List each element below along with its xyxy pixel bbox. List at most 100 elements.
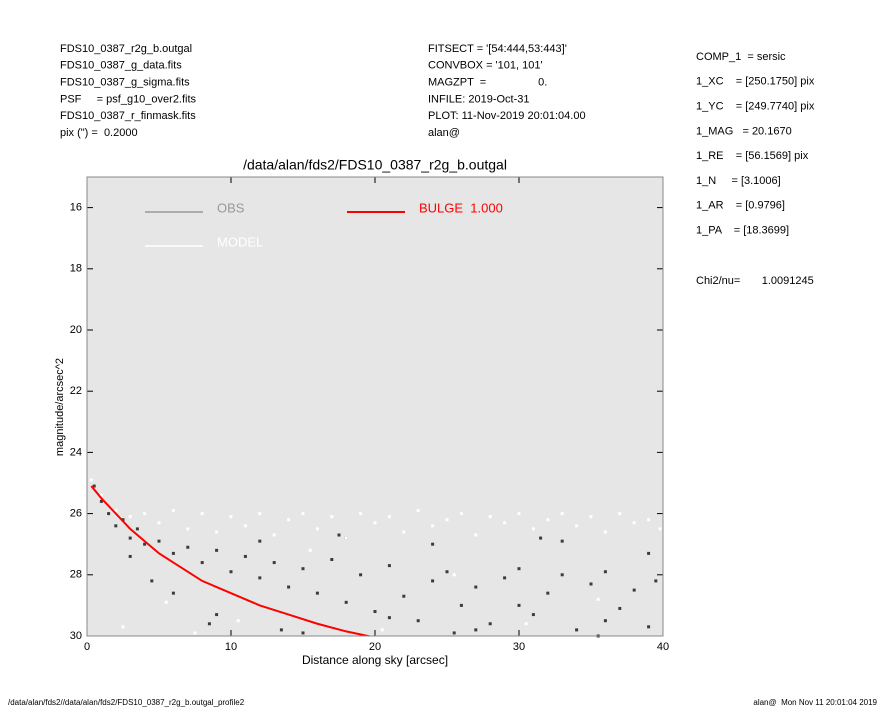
plot-frame [86,176,664,637]
footer-right: alan@ Mon Nov 11 20:01:04 2019 [753,698,877,707]
data-point [287,518,291,522]
data-point [215,530,219,534]
data-point [488,515,492,519]
data-point [387,564,391,568]
data-point [603,530,607,534]
data-point [330,558,334,561]
data-point [89,478,93,482]
data-point [258,539,262,543]
data-point [186,527,190,531]
data-point [596,597,600,601]
data-point [171,509,175,513]
data-point [171,551,175,555]
data-point [114,524,118,528]
y-tick-label: 24 [70,446,82,458]
data-point [99,499,103,503]
chi2: Chi2/nu= 1.0091245 [696,275,814,287]
y-tick-label: 28 [70,569,82,581]
y-tick-label: 20 [70,324,82,336]
data-point [459,603,463,607]
data-point [359,512,363,516]
data-point [560,539,564,543]
data-point [517,512,521,516]
data-point [215,613,219,617]
header-right-line: 1_XC = [250.1750] pix [696,76,815,88]
data-point [474,533,478,537]
data-point [272,533,276,537]
data-point [301,631,305,635]
data-point [431,579,435,583]
header-right-line: 1_MAG = 20.1670 [696,125,792,137]
data-point [164,600,168,604]
data-point [143,542,147,546]
data-point [402,530,406,534]
header-left-line: FDS10_0387_r2g_b.outgal [60,43,192,55]
data-point [229,570,233,574]
legend-label: MODEL [217,234,263,249]
x-tick-label: 20 [369,641,381,653]
data-point [560,573,564,577]
y-tick-label: 30 [70,630,82,642]
data-point [658,527,662,531]
data-point [459,512,463,516]
data-point [121,518,125,522]
data-point [445,570,449,574]
data-point [128,536,132,540]
header-right-line: 1_RE = [56.1569] pix [696,150,809,162]
legend-label: BULGE 1.000 [419,200,503,215]
data-point [107,512,111,516]
x-tick-label: 10 [225,641,237,653]
data-point [632,588,636,592]
header-right-line: 1_AR = [0.9796] [696,200,785,212]
y-tick-label: 16 [70,202,82,214]
data-point [143,512,147,516]
data-point [344,536,348,540]
header-middle-line: alan@ [428,127,460,139]
data-point [157,521,161,525]
data-point [99,493,103,497]
data-point [503,521,507,525]
data-point [387,515,391,519]
data-point [301,567,305,571]
data-point [287,585,291,589]
data-point [431,542,435,546]
data-point [315,527,319,531]
footer-left: /data/alan/fds2//data/alan/fds2/FDS10_03… [8,698,245,707]
data-point [589,582,593,586]
data-point [503,576,507,580]
data-point [243,554,247,558]
y-tick-label: 26 [70,508,82,520]
x-axis-label: Distance along sky [arcsec] [302,653,448,667]
data-point [603,570,607,574]
data-point [215,548,219,552]
data-point [193,631,197,635]
data-point [359,573,363,577]
x-tick-label: 40 [657,641,669,653]
data-point [452,631,456,635]
data-point [647,551,651,555]
model-line [90,485,373,636]
data-point [114,509,118,513]
data-point [531,527,535,531]
x-tick-label: 30 [513,641,525,653]
data-point [330,515,334,519]
data-point [337,533,341,537]
data-point [258,512,262,516]
data-point [445,518,449,522]
data-point [128,554,132,558]
data-point [387,616,391,620]
header-middle-line: INFILE: 2019-Oct-31 [428,93,530,105]
data-point [517,567,521,571]
data-point [647,518,651,522]
data-point [546,518,550,522]
header-middle-line: MAGZPT = 0. [428,77,547,89]
data-point [236,619,240,623]
data-point [229,515,233,519]
data-point [603,619,607,623]
data-point [207,622,211,626]
data-point [416,619,420,623]
data-point [373,610,377,614]
data-point [258,576,262,580]
data-point [150,579,154,583]
y-axis-label: magnitude/arcsec^2 [54,358,66,456]
